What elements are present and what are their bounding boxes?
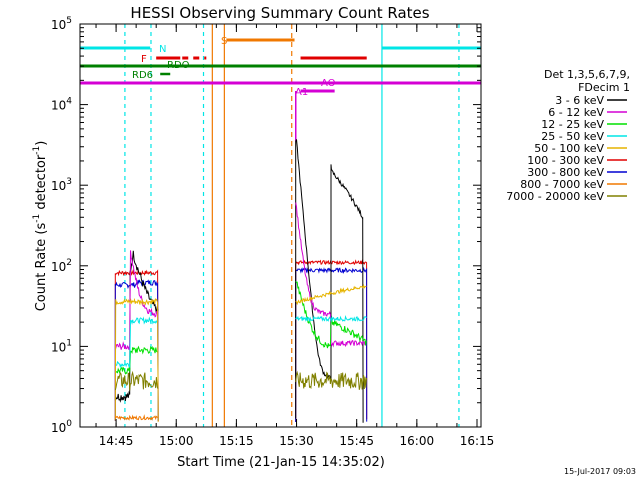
trace-25-50kev (114, 316, 159, 369)
y-tick-label: 101 (51, 338, 72, 354)
trace-50-100kev (114, 297, 159, 422)
plot-area: N F S RDO RD6 AO A1 (80, 24, 481, 427)
legend-label: 300 - 800 keV (527, 166, 604, 179)
trace-7000-20000kev (114, 370, 159, 391)
legend-label: 12 - 25 keV (541, 118, 604, 131)
legend-label: 6 - 12 keV (548, 106, 604, 119)
x-tick-label: 15:45 (339, 434, 374, 448)
trace-300-800kev (114, 279, 159, 421)
x-tick-label: 16:00 (400, 434, 435, 448)
x-tick-label: 15:15 (219, 434, 254, 448)
x-tick-label: 14:45 (99, 434, 134, 448)
trace-6-12kev (114, 250, 159, 351)
trace-12-25kev (114, 345, 158, 375)
timestamp: 15-Jul-2017 09:03 (564, 467, 636, 476)
flag-label-f: F (141, 54, 147, 65)
trace-3-6kev (114, 250, 159, 403)
flag-label-a1: A1 (295, 87, 308, 98)
x-tick-label: 15:00 (159, 434, 194, 448)
flag-label-rdo: RDO (167, 60, 190, 71)
flag-label-n: N (159, 44, 166, 55)
y-axis-label: Count Rate (s-1 detector-1) (32, 141, 49, 312)
legend-label: 25 - 50 keV (541, 130, 604, 143)
y-tick-label: 104 (51, 97, 72, 113)
legend-label: 50 - 100 keV (534, 142, 604, 155)
y-axis: 100 101 102 103 104 105 (51, 16, 481, 435)
plot-frame (79, 23, 482, 428)
y-tick-label: 102 (51, 258, 72, 274)
trace-800-7000kev (114, 414, 158, 421)
trace-6-12kev-orbit2 (295, 202, 367, 348)
legend-label: 100 - 300 keV (527, 154, 604, 167)
legend-label: 800 - 7000 keV (520, 178, 604, 191)
flag-label-ao: AO (321, 78, 336, 89)
legend-label: 7000 - 20000 keV (506, 190, 604, 203)
x-tick-label: 15:30 (279, 434, 314, 448)
x-axis-label: Start Time (21-Jan-15 14:35:02) (177, 455, 385, 470)
trace-100-300kev (114, 268, 159, 422)
trace-7000-20000kev-orbit2 (295, 370, 367, 390)
y-tick-label: 105 (51, 16, 72, 32)
legend-title: Det 1,3,5,6,7,9, (544, 68, 630, 81)
y-tick-label: 103 (51, 177, 72, 193)
x-tick-label: 16:15 (460, 434, 495, 448)
chart-title: HESSI Observing Summary Count Rates (130, 4, 429, 22)
legend-label: 3 - 6 keV (555, 94, 604, 107)
trace-50-100kev-orbit2 (295, 283, 367, 306)
flag-label-s: S (221, 36, 227, 47)
x-axis: 14:45 15:00 15:15 15:30 15:45 16:00 16:15 (95, 24, 495, 448)
trace-25-50kev-orbit2 (295, 315, 367, 323)
flag-label-rd6: RD6 (132, 70, 153, 81)
legend-subtitle: FDecim 1 (578, 81, 630, 94)
y-tick-label: 100 (51, 419, 72, 435)
